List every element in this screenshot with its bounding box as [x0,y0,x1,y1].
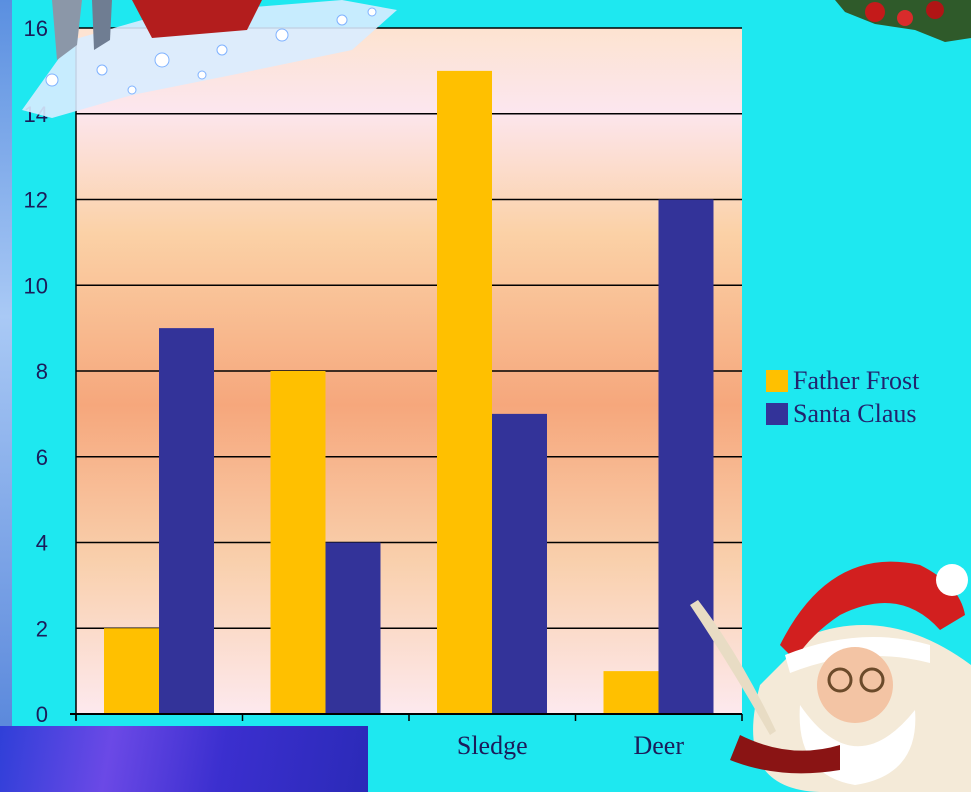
y-tick-label: 6 [36,445,48,470]
y-tick-label: 16 [24,16,48,41]
bar-father-frost [270,371,326,714]
y-tick-label: 2 [36,616,48,641]
y-tick-label: 0 [36,702,48,727]
grid-lines [76,27,742,629]
legend-item-santa-claus: Santa Claus [766,397,919,430]
bar-santa-claus [658,199,714,714]
bars [104,70,714,714]
y-tick-label: 10 [24,273,48,298]
bar-santa-claus [492,413,547,714]
x-tick-label: Deer [633,731,684,760]
christmas-ornament-decoration [835,0,971,42]
bar-santa-claus [325,542,381,714]
left-gradient-strip [0,0,12,792]
legend-item-father-frost: Father Frost [766,364,919,397]
blue-gradient-panel [0,726,368,792]
bar-santa-claus [159,328,214,714]
legend-swatch-father-frost [766,369,788,392]
legend-label-father-frost: Father Frost [793,366,920,395]
y-tick-label: 12 [24,188,48,213]
bar-father-frost [104,628,159,714]
bar-father-frost [603,671,659,714]
legend-swatch-santa-claus [766,402,788,425]
x-ticks [75,714,743,721]
x-tick-label: Sledge [457,731,528,760]
santa-writing-decoration [690,561,971,792]
x-tick-labels: tSledgeDeer [322,731,684,760]
sleigh-snowflakes-decoration [22,0,397,118]
chart-legend: Father Frost Santa Claus [766,364,919,430]
y-tick-label: 4 [36,531,48,556]
y-tick-label: 8 [36,359,48,384]
bar-father-frost [437,70,492,714]
legend-label-santa-claus: Santa Claus [793,399,917,428]
